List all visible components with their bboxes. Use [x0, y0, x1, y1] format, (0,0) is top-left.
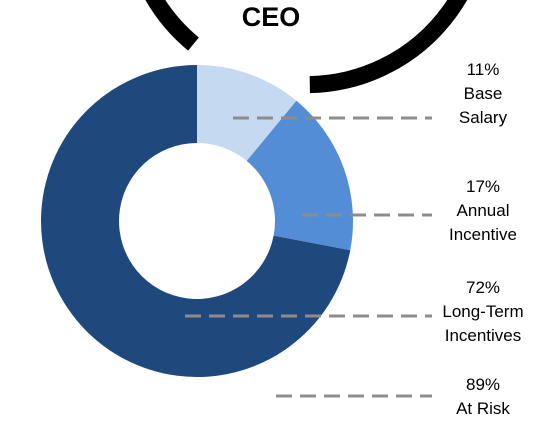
- base-salary-line2: Salary: [458, 108, 508, 127]
- base-salary-pct: 11%: [466, 60, 500, 79]
- base-salary-line1: Base: [463, 84, 503, 103]
- annual-incentive-pct: 17%: [465, 177, 501, 196]
- at-risk-arc: [145, 0, 468, 94]
- label-annual-incentive: 17% Annual Incentive: [423, 175, 540, 247]
- donut-slice-2: [41, 65, 351, 378]
- annual-incentive-line1: Annual: [456, 201, 510, 220]
- donut-slice-1: [246, 100, 354, 251]
- label-long-term-incentives: 72% Long-Term Incentives: [423, 276, 540, 348]
- label-base-salary: 11% Base Salary: [423, 58, 540, 130]
- long-term-pct: 72%: [465, 278, 501, 297]
- donut-slices: [41, 65, 354, 378]
- chart-title: CEO: [241, 2, 301, 32]
- donut-slice-0: [197, 65, 297, 161]
- annual-incentive-line2: Incentive: [448, 225, 518, 244]
- at-risk-pct: 89%: [465, 375, 501, 394]
- leader-lines: [185, 116, 432, 398]
- long-term-line2: Incentives: [444, 326, 522, 345]
- long-term-line1: Long-Term: [442, 302, 524, 321]
- label-at-risk: 89% At Risk: [423, 373, 540, 421]
- at-risk-label: At Risk: [456, 399, 510, 418]
